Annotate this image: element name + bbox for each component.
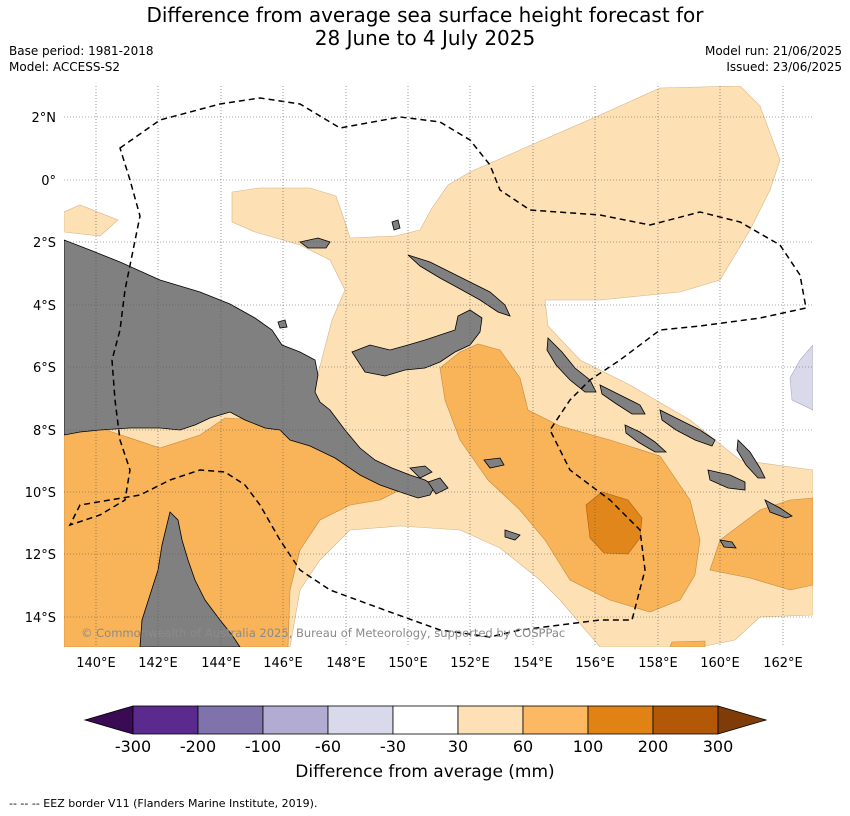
colorbar-segment <box>587 705 654 735</box>
lon-tick-label: 142°E <box>138 656 178 671</box>
graticule <box>64 86 813 647</box>
colorbar-label: 100 <box>573 737 604 756</box>
lon-tick-label: 140°E <box>76 656 116 671</box>
anomaly-region-100-200 <box>585 491 643 555</box>
land-new-ireland <box>407 254 511 317</box>
lat-tick-label: 0° <box>41 174 56 189</box>
colorbar-label: 60 <box>513 737 533 756</box>
lon-tick-label: 152°E <box>450 656 490 671</box>
lon-tick-label: 154°E <box>513 656 553 671</box>
map-canvas: 2°N 0° 2°S 4°S 6°S 8°S 10°S 12°S 14°S 14… <box>25 86 813 671</box>
lon-tick-label: 162°E <box>763 656 803 671</box>
lat-tick-label: 12°S <box>25 548 56 563</box>
lon-tick-label: 146°E <box>263 656 303 671</box>
eez-legend: -- -- -- EEZ border V11 (Flanders Marine… <box>9 797 318 810</box>
colorbar-label: -30 <box>380 737 406 756</box>
land-choiseul <box>599 384 646 415</box>
lat-tick-label: 4°S <box>33 299 56 314</box>
lon-tick-label: 158°E <box>638 656 678 671</box>
colorbar-segment <box>392 705 459 735</box>
base-period: Base period: 1981-2018 <box>9 44 154 58</box>
land-new-georgia <box>624 424 668 453</box>
map-title-line1: Difference from average sea surface heig… <box>146 3 704 27</box>
colorbar-extend-high <box>717 705 768 735</box>
land-santa-isabel <box>659 409 716 447</box>
colorbar-segment <box>327 705 394 735</box>
colorbar-segment <box>197 705 264 735</box>
anomaly-region-30-60-west <box>64 204 119 237</box>
colorbar-segment <box>652 705 719 735</box>
colorbar-segment <box>522 705 589 735</box>
map-title-line2: 28 June to 4 July 2025 <box>314 26 536 50</box>
land-islands-5 <box>719 539 737 549</box>
anomaly-region-neg30-60 <box>789 344 813 411</box>
lon-tick-label: 160°E <box>700 656 740 671</box>
land-islands-6 <box>504 529 521 541</box>
anomaly-region-60-100-se <box>669 640 706 647</box>
colorbar-segment <box>132 705 199 735</box>
lat-tick-label: 2°S <box>33 236 56 251</box>
land-islands-7 <box>277 319 288 329</box>
land-islands-3 <box>483 457 505 469</box>
colorbar-label: -200 <box>180 737 216 756</box>
copyright-notice: © Commonwealth of Australia 2025, Bureau… <box>81 626 566 640</box>
land-malaita <box>736 439 766 479</box>
colorbar-label: -60 <box>315 737 341 756</box>
lat-tick-label: 14°S <box>25 611 56 626</box>
lon-tick-label: 144°E <box>201 656 241 671</box>
lat-tick-label: 2°N <box>32 111 57 126</box>
land-guadalcanal <box>707 469 746 491</box>
land-islands-1 <box>409 465 433 479</box>
colorbar-label: 30 <box>448 737 468 756</box>
colorbar-label: 300 <box>703 737 734 756</box>
lon-tick-label: 150°E <box>388 656 428 671</box>
colorbar-label: -300 <box>115 737 151 756</box>
model-name: Model: ACCESS-S2 <box>9 60 121 74</box>
colorbar-segment <box>262 705 329 735</box>
lon-tick-label: 156°E <box>575 656 615 671</box>
issued-date: Issued: 23/06/2025 <box>726 60 842 74</box>
colorbar-extend-low <box>83 705 134 735</box>
land-cape-york <box>139 511 241 647</box>
colorbar-label: 200 <box>638 737 669 756</box>
lon-tick-label: 148°E <box>326 656 366 671</box>
anomaly-region-60-100-east <box>709 497 813 591</box>
land-islands-4 <box>391 219 401 231</box>
lat-tick-label: 6°S <box>33 361 56 376</box>
colorbar-label: -100 <box>245 737 281 756</box>
land-islands-2 <box>427 477 449 495</box>
land-makira <box>764 499 793 519</box>
land-bougainville <box>546 337 597 393</box>
lat-tick-label: 10°S <box>25 486 56 501</box>
colorbar-title: Difference from average (mm) <box>295 762 555 782</box>
lat-tick-label: 8°S <box>33 424 56 439</box>
eez-border <box>68 97 807 638</box>
colorbar-segment <box>457 705 524 735</box>
model-run-date: Model run: 21/06/2025 <box>704 44 842 58</box>
land-manus <box>299 237 331 249</box>
